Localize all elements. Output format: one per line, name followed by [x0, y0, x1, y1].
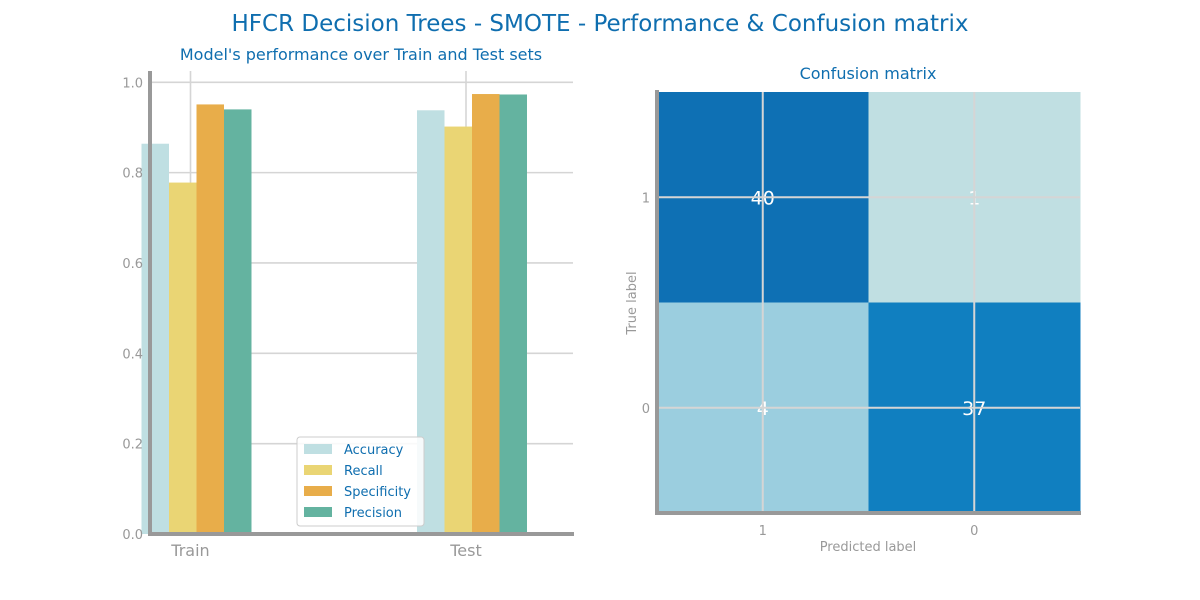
bar-ytick-label: 1.0: [122, 76, 143, 91]
bar-ytick-label: 0.6: [122, 257, 143, 272]
bar-chart-bars: [141, 94, 527, 535]
bar-xtick-label: Train: [170, 541, 209, 560]
bar-precision-train: [224, 109, 252, 535]
confusion-matrix: Confusion matrix 401437 1 0 1 0 Predicted l…: [625, 64, 1081, 555]
bar-chart-title: Model's performance over Train and Test …: [180, 45, 542, 64]
legend-label-specificity: Specificity: [344, 485, 411, 500]
legend-swatch-accuracy: [304, 444, 332, 454]
confusion-matrix-grid: [657, 92, 1080, 513]
bar-ytick-label: 0.4: [122, 347, 143, 362]
legend-swatch-recall: [304, 465, 332, 475]
confusion-matrix-axes: 1 0 1 0: [642, 90, 1081, 539]
cm-ytick-label: 0: [642, 402, 650, 417]
confusion-matrix-title: Confusion matrix: [800, 64, 937, 83]
confusion-matrix-ylabel: True label: [625, 271, 640, 335]
confusion-matrix-cells: 401437: [657, 92, 1081, 514]
cm-xtick-label: 0: [970, 524, 978, 539]
bar-recall-train: [169, 182, 197, 534]
bar-ytick-label: 0.8: [122, 167, 143, 182]
bar-chart-legend: Accuracy Recall Specificity Precision: [296, 436, 425, 527]
legend-swatch-precision: [304, 507, 332, 517]
legend-label-accuracy: Accuracy: [344, 443, 404, 458]
legend-swatch-specificity: [304, 486, 332, 496]
cm-xtick-label: 1: [759, 524, 767, 539]
bar-precision-test: [499, 94, 527, 535]
bar-ytick-label: 0.0: [122, 528, 143, 543]
bar-xtick-label: Test: [449, 541, 482, 560]
cm-ytick-label: 1: [642, 191, 650, 206]
legend-label-recall: Recall: [344, 464, 383, 479]
bar-recall-test: [444, 126, 472, 534]
figure-title: HFCR Decision Trees - SMOTE - Performanc…: [232, 11, 969, 37]
bar-ytick-label: 0.2: [122, 438, 143, 453]
bar-chart-axes: 0.0 0.2 0.4 0.6 0.8 1.0 Train Test: [122, 71, 574, 560]
bar-accuracy-train: [141, 143, 169, 534]
performance-bar-chart: Model's performance over Train and Test …: [122, 45, 574, 560]
bar-specificity-test: [472, 94, 500, 534]
confusion-matrix-xlabel: Predicted label: [820, 540, 917, 555]
legend-label-precision: Precision: [344, 506, 402, 521]
bar-legend-frame: [296, 436, 425, 527]
bar-specificity-train: [196, 104, 224, 535]
